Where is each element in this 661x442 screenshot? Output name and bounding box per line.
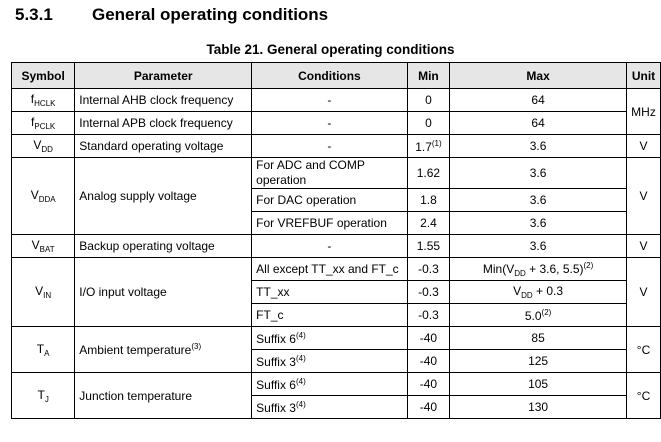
max-cell: 5.0(2) [449,303,627,327]
min-cell: -40 [406,349,451,373]
min-cell: -40 [406,395,451,419]
min-cell: -40 [406,326,451,350]
header-parameter: Parameter [74,62,253,89]
table-row: Suffix 3(4) -40 125 [12,349,661,373]
min-cell: -40 [406,372,451,396]
symbol-cell: TA [10,326,76,373]
conditions-cell: - [251,111,408,135]
max-cell: VDD + 0.3 [449,280,627,304]
min-cell: -0.3 [406,280,451,304]
symbol-cell: VIN [10,257,76,327]
max-cell: 105 [449,372,627,396]
conditions-cell: Suffix 3(4) [251,349,408,373]
max-cell: 85 [449,326,627,350]
table-row: Suffix 3(4) -40 130 [12,395,661,419]
conditions-cell: - [251,234,408,258]
parameter-cell: Ambient temperature(3) [74,326,253,373]
table-row: For DAC operation 1.8 3.6 [12,188,661,212]
min-cell: -0.3 [406,303,451,327]
parameter-cell: Internal AHB clock frequency [74,88,253,112]
conditions-cell: FT_c [251,303,408,327]
table-row: VDDA Analog supply voltage For ADC and C… [10,157,661,235]
table-row: TA Ambient temperature(3) Suffix 6(4) -4… [10,326,661,373]
conditions-cell: All except TT_xx and FT_c [251,257,408,281]
unit-cell: V [626,134,661,158]
max-cell: Min(VDD + 3.6, 5.5)(2) [449,257,627,281]
min-cell: 1.62 [406,157,451,189]
conditions-cell: Suffix 6(4) [251,326,408,350]
conditions-cell: Suffix 6(4) [251,372,408,396]
table-row: fHCLK Internal AHB clock frequency - 0 6… [10,88,661,135]
conditions-cell: TT_xx [251,280,408,304]
table-row: TT_xx -0.3 VDD + 0.3 [12,280,661,304]
conditions-cell: For ADC and COMP operation [251,157,408,189]
conditions-cell: Suffix 3(4) [251,395,408,419]
unit-cell: °C [626,326,661,373]
unit-cell: V [626,234,661,258]
conditions-cell: For DAC operation [251,188,408,212]
header-symbol: Symbol [10,62,76,89]
parameter-cell: Junction temperature [74,372,253,419]
table-row: FT_c -0.3 5.0(2) [12,303,661,327]
parameter-cell: Internal APB clock frequency [74,111,253,135]
unit-cell: °C [626,372,661,419]
section-heading: 5.3.1 General operating conditions [15,5,328,25]
conditions-cell: - [251,134,408,158]
symbol-cell: TJ [10,372,76,419]
min-cell: 0 [406,88,451,112]
parameter-cell: Analog supply voltage [74,157,253,235]
symbol-cell: fPCLK [10,111,76,135]
min-cell: -0.3 [406,257,451,281]
max-cell: 64 [449,111,627,135]
max-cell: 125 [449,349,627,373]
max-cell: 3.6 [449,188,627,212]
max-cell: 3.6 [449,234,627,258]
table-row: TJ Junction temperature Suffix 6(4) -40 … [10,372,661,419]
symbol-cell: VDDA [10,157,76,235]
table-row: VDD Standard operating voltage - 1.7(1) … [10,134,661,158]
header-min: Min [406,62,451,89]
min-cell: 2.4 [406,211,451,235]
unit-cell: V [626,257,661,327]
table-caption: Table 21. General operating conditions [206,42,455,57]
min-cell: 1.55 [406,234,451,258]
parameter-cell: Standard operating voltage [74,134,253,158]
table-row: VIN I/O input voltage All except TT_xx a… [10,257,661,327]
max-cell: 3.6 [449,157,627,189]
min-cell: 0 [406,111,451,135]
section-number: 5.3.1 [15,5,53,24]
max-cell: 130 [449,395,627,419]
parameter-cell: I/O input voltage [74,257,253,327]
min-cell: 1.7(1) [406,134,451,158]
header-unit: Unit [626,62,661,89]
min-cell: 1.8 [406,188,451,212]
max-cell: 3.6 [449,134,627,158]
conditions-cell: - [251,88,408,112]
section-title: General operating conditions [92,5,329,24]
table-row: fPCLK Internal APB clock frequency - 0 6… [10,111,661,135]
header-conditions: Conditions [251,62,408,89]
table-header-row: Symbol Parameter Conditions Min Max Unit [10,62,661,89]
unit-cell: MHz [626,88,661,135]
symbol-cell: VBAT [10,234,76,258]
conditions-cell: For VREFBUF operation [251,211,408,235]
table-row: VBAT Backup operating voltage - 1.55 3.6… [10,234,661,258]
max-cell: 64 [449,88,627,112]
symbol-cell: fHCLK [10,88,76,112]
parameter-cell: Backup operating voltage [74,234,253,258]
symbol-cell: VDD [10,134,76,158]
table-row: For VREFBUF operation 2.4 3.6 [12,211,661,235]
header-max: Max [449,62,627,89]
max-cell: 3.6 [449,211,627,235]
operating-conditions-table: Symbol Parameter Conditions Min Max Unit… [10,62,661,419]
unit-cell: V [626,157,661,235]
